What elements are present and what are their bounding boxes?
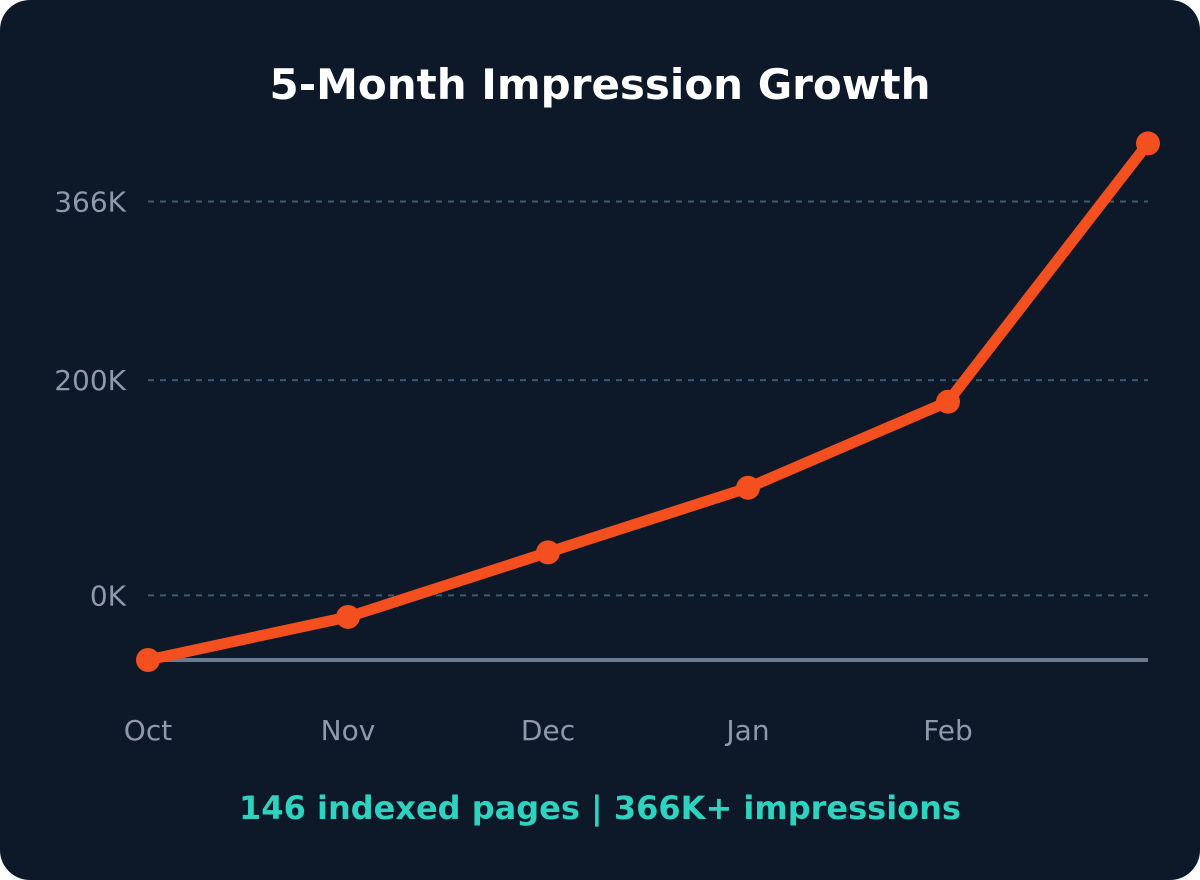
- data-points: [136, 131, 1160, 672]
- y-tick-label: 200K: [54, 364, 126, 397]
- data-point: [536, 540, 560, 565]
- summary-caption: 146 indexed pages | 366K+ impressions: [239, 789, 961, 827]
- x-tick-label: Dec: [521, 714, 575, 747]
- y-tick-label: 366K: [54, 186, 126, 219]
- x-tick-label: Nov: [321, 714, 376, 747]
- x-axis-ticks: Oct Nov Dec Jan Feb: [124, 714, 973, 747]
- x-tick-label: Feb: [923, 714, 973, 747]
- chart-title: 5-Month Impression Growth: [269, 60, 931, 109]
- y-axis-ticks: 0K 200K 366K: [54, 186, 126, 613]
- data-point: [936, 389, 960, 414]
- y-tick-label: 0K: [90, 579, 127, 612]
- data-point: [736, 475, 760, 500]
- gridlines: [148, 200, 1148, 597]
- data-point: [136, 648, 160, 672]
- data-point: [1136, 131, 1160, 156]
- x-tick-label: Jan: [724, 714, 769, 747]
- series-line: [142, 137, 1154, 666]
- data-point: [336, 604, 360, 629]
- x-tick-label: Oct: [124, 714, 172, 747]
